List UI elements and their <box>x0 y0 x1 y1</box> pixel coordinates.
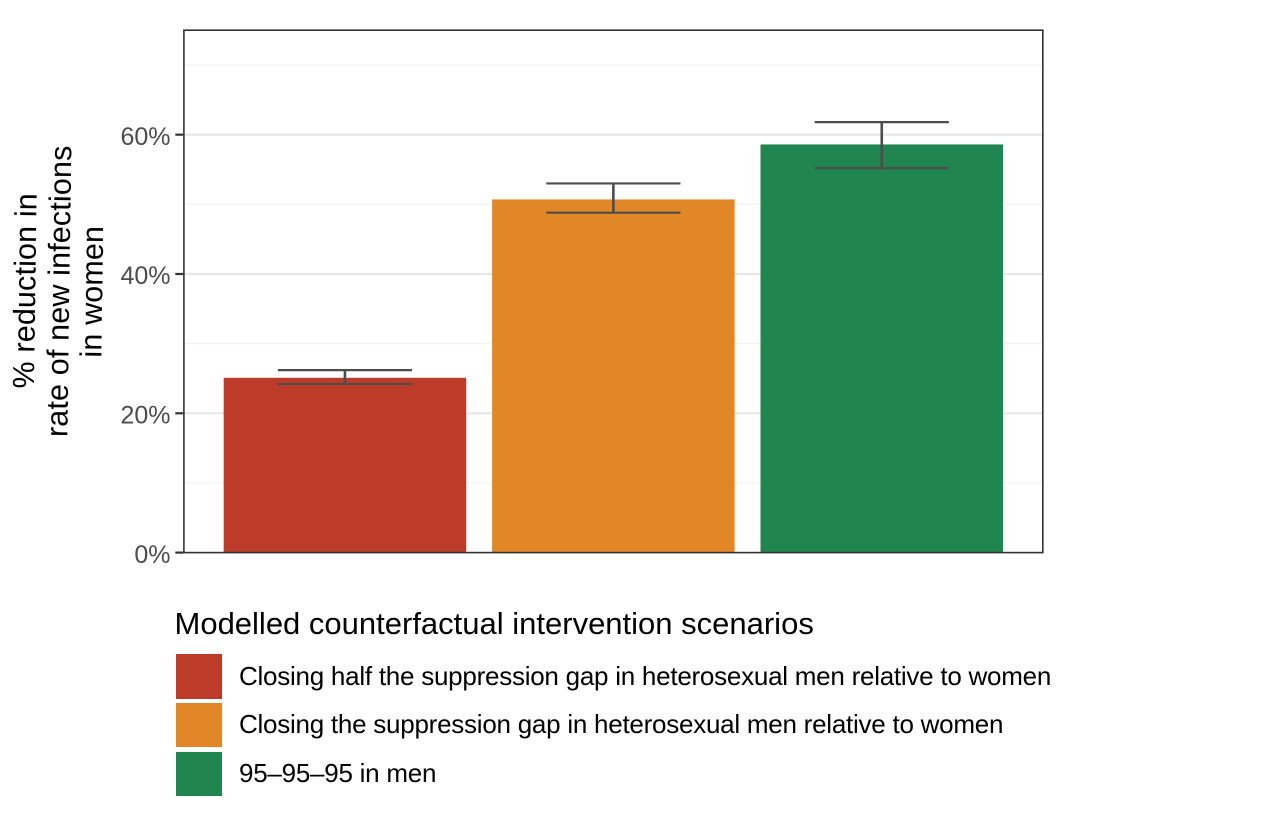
legend-key-swatch <box>176 751 222 796</box>
y-axis-tick-label: 20% <box>120 401 170 429</box>
y-axis-tick-label: 0% <box>134 541 170 569</box>
y-axis-tick-label: 60% <box>120 123 170 151</box>
panel-border <box>183 29 1044 554</box>
y-axis-tick-label: 40% <box>120 262 170 290</box>
legend-key-swatch <box>176 654 222 699</box>
legend-item-label: Closing half the suppression gap in hete… <box>239 660 1052 691</box>
bar <box>223 377 467 553</box>
y-axis-title: % reduction in rate of new infections in… <box>6 29 114 553</box>
legend-item-label: 95–95–95 in men <box>239 757 437 788</box>
legend-item-label: Closing the suppression gap in heterosex… <box>239 709 1004 740</box>
legend-title: Modelled counterfactual intervention sce… <box>174 605 814 641</box>
bar <box>492 199 735 553</box>
bar <box>760 144 1004 553</box>
legend-key-swatch <box>176 703 222 748</box>
